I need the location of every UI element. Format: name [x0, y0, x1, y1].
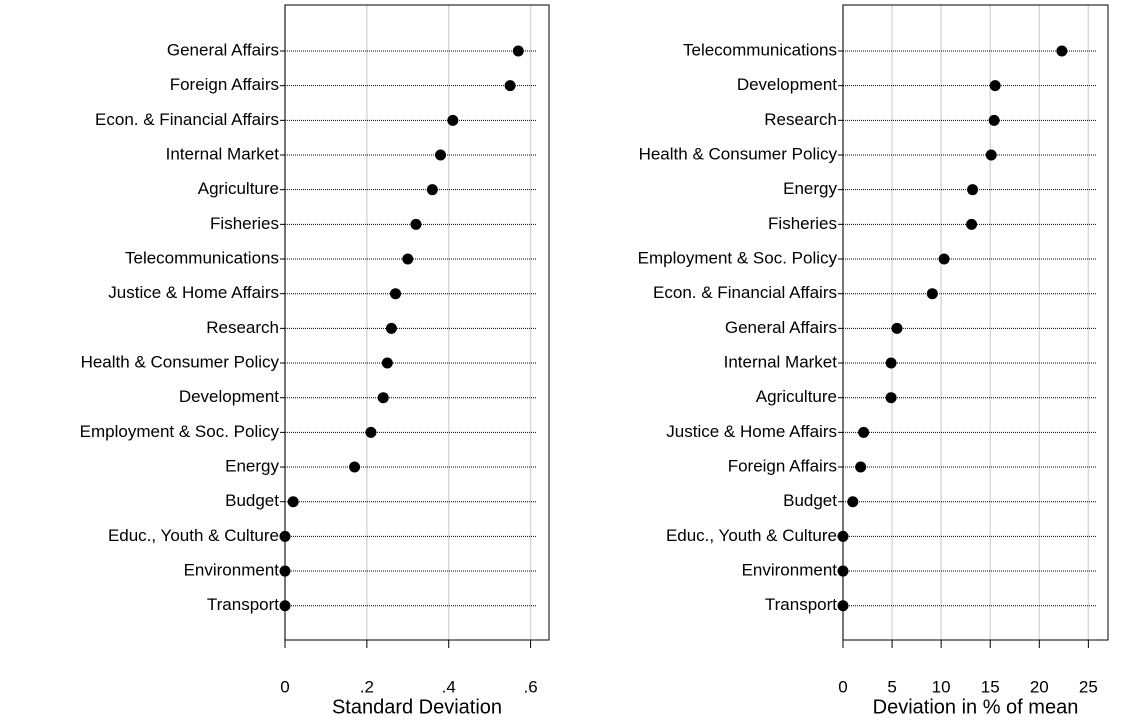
dot: [885, 392, 897, 404]
y-tick-label: General Affairs: [725, 318, 837, 337]
x-tick-label: 10: [932, 677, 951, 696]
plot-frame: [284, 4, 550, 641]
y-tick-label: Employment & Soc. Policy: [80, 422, 280, 441]
dot: [377, 392, 389, 404]
dot: [410, 218, 422, 230]
y-tick-label: Development: [737, 75, 837, 94]
dot: [381, 357, 393, 369]
y-tick-label: Fisheries: [768, 214, 837, 233]
dot: [891, 322, 903, 334]
plot-frame: [842, 4, 1109, 641]
y-tick-label: Telecommunications: [683, 40, 837, 59]
x-tick-label: 20: [1030, 677, 1049, 696]
dot: [447, 114, 459, 126]
dot: [858, 426, 870, 438]
x-tick-label: .6: [523, 677, 537, 696]
dot: [967, 184, 979, 196]
dot: [385, 322, 397, 334]
dot: [847, 496, 859, 508]
y-tick-label: Employment & Soc. Policy: [638, 249, 838, 268]
y-tick-label: Environment: [184, 561, 280, 580]
y-tick-label: Educ., Youth & Culture: [666, 526, 837, 545]
dot: [504, 80, 516, 92]
dot: [938, 253, 950, 265]
dot: [985, 149, 997, 161]
dot: [426, 184, 438, 196]
y-tick-label: Fisheries: [210, 214, 279, 233]
x-tick-label: 0: [838, 677, 847, 696]
y-tick-label: Research: [206, 318, 279, 337]
x-tick-label: 5: [887, 677, 896, 696]
y-tick-label: Agriculture: [198, 179, 279, 198]
dot: [989, 80, 1001, 92]
dot: [349, 461, 361, 473]
dot: [435, 149, 447, 161]
y-tick-label: Health & Consumer Policy: [639, 144, 838, 163]
y-tick-label: Energy: [783, 179, 837, 198]
y-tick-label: Environment: [742, 561, 838, 580]
y-tick-label: Agriculture: [756, 387, 837, 406]
y-tick-label: Justice & Home Affairs: [108, 283, 279, 302]
dot: [390, 288, 402, 300]
y-tick-label: Educ., Youth & Culture: [108, 526, 279, 545]
x-axis-label: Deviation in % of mean: [873, 696, 1079, 718]
x-axis-label: Standard Deviation: [332, 696, 502, 718]
y-tick-label: Budget: [225, 491, 279, 510]
y-tick-label: Foreign Affairs: [170, 75, 279, 94]
y-tick-label: Budget: [783, 491, 837, 510]
y-tick-label: Research: [764, 110, 837, 129]
y-tick-label: Energy: [225, 457, 279, 476]
y-tick-label: Justice & Home Affairs: [666, 422, 837, 441]
y-tick-label: Internal Market: [166, 144, 280, 163]
dot: [855, 461, 867, 473]
dot: [287, 496, 299, 508]
y-tick-label: Health & Consumer Policy: [81, 353, 280, 372]
y-tick-label: Internal Market: [724, 353, 838, 372]
y-tick-label: Econ. & Financial Affairs: [653, 283, 837, 302]
x-tick-label: 15: [981, 677, 1000, 696]
x-tick-label: .4: [442, 677, 456, 696]
dot: [988, 114, 1000, 126]
y-tick-label: Foreign Affairs: [728, 457, 837, 476]
y-tick-label: Transport: [207, 595, 279, 614]
x-tick-label: 0: [280, 677, 289, 696]
dot: [926, 288, 938, 300]
dot: [365, 426, 377, 438]
dot: [966, 218, 978, 230]
x-tick-label: 25: [1079, 677, 1098, 696]
y-tick-label: Econ. & Financial Affairs: [95, 110, 279, 129]
dot: [512, 45, 524, 57]
y-tick-label: Development: [179, 387, 279, 406]
dot: [1056, 45, 1068, 57]
x-tick-label: .2: [360, 677, 374, 696]
dot: [885, 357, 897, 369]
y-tick-label: General Affairs: [167, 40, 279, 59]
y-tick-label: Telecommunications: [125, 249, 279, 268]
dot: [402, 253, 414, 265]
y-tick-label: Transport: [765, 595, 837, 614]
